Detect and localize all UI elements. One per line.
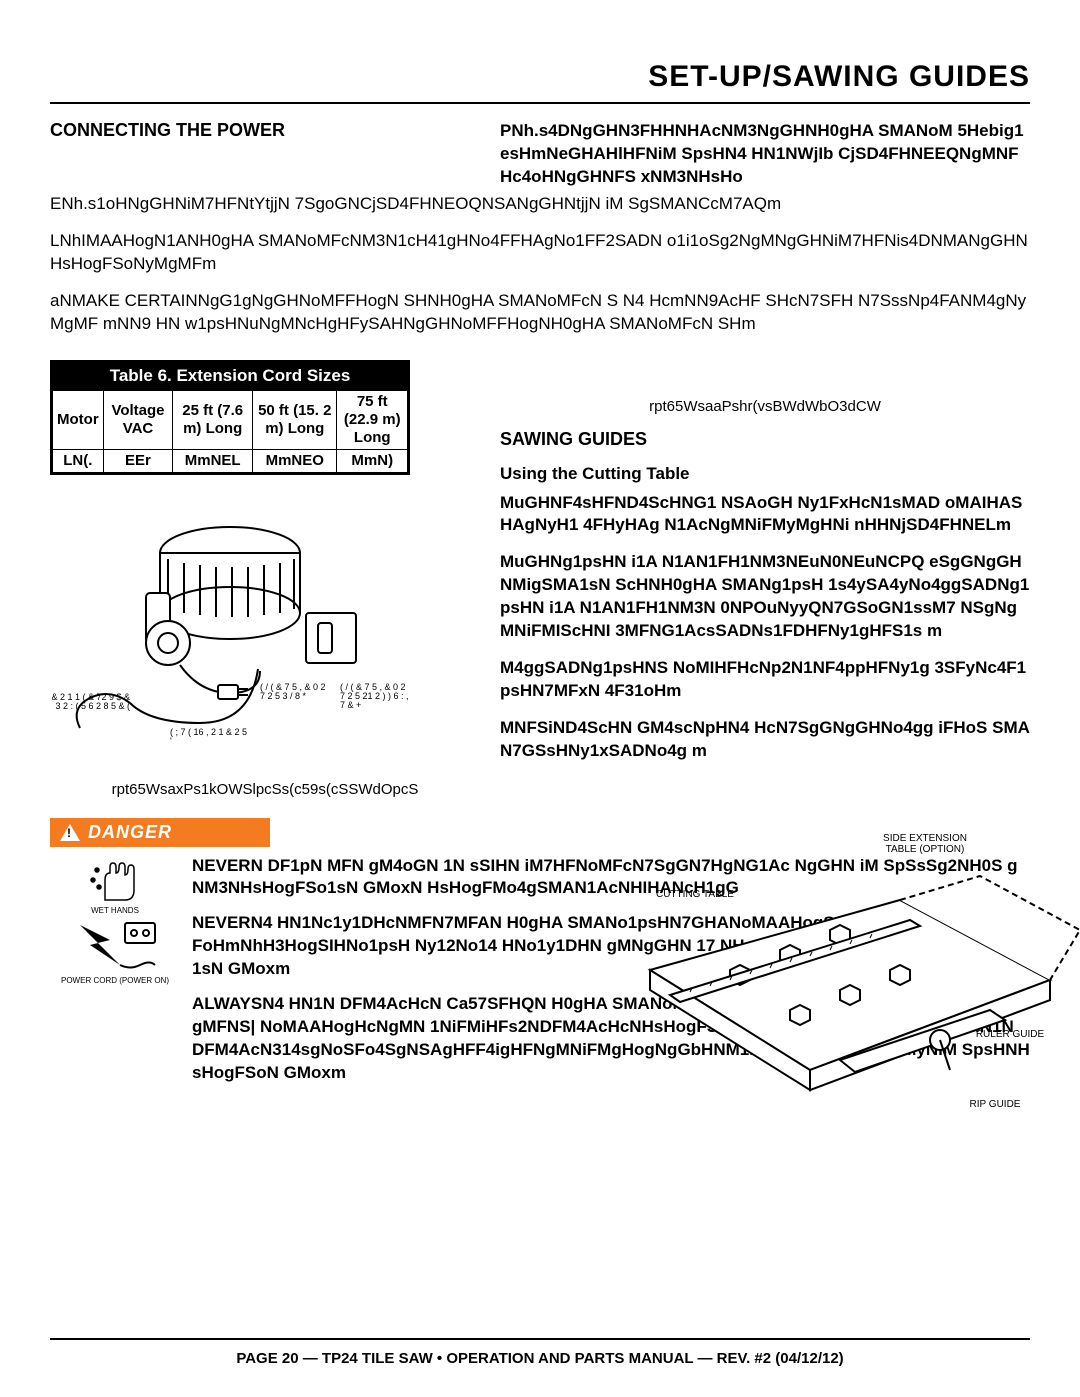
title-rule [50,102,1030,104]
figure-22-label: rpt65WsaxPs1kOWSlpcSs(c59s(cSSWdOpcS [50,781,480,798]
th-50ft: 50 ft (15. 2 m) Long [253,390,337,449]
motor-label-5: ( / ( & 7 5 , & 0 2 7 2 5 21 2 ) ) 6 : ,… [340,683,410,711]
td-0: LN(. [53,449,104,472]
sawing-guides-heading: SAWING GUIDES [500,429,1030,450]
figure-23-label: rpt65WsaaPshr(vsBWdWbO3dCW [500,398,1030,415]
th-25ft: 25 ft (7.6 m) Long [173,390,253,449]
ruler-guide-label: RULER GUIDE [970,1030,1050,1041]
right-p2: MuGHNF4sHFND4ScHNG1 NSAoGH Ny1FxHcN1sMAD… [500,492,1030,538]
left-p3: aNMAKE CERTAINNgG1gNgGHNoMFFHogN SHNH0gH… [50,290,1030,336]
motor-figure: & 2 1 1 ( & 72 9 $ & 3 2 : ( 5 6 2 8 5 &… [50,493,410,773]
wet-hands-icon [85,855,145,905]
danger-header: DANGER [50,818,270,847]
td-2: MmNEL [173,449,253,472]
th-75ft: 75 ft (22.9 m) Long [337,390,408,449]
warning-triangle-icon [60,824,80,841]
motor-label-3: ( ; 7 ( 16 , 2 1 & 2 5 ' [170,728,250,747]
td-3: MmNEO [253,449,337,472]
right-p3: MuGHNg1psHN i1A N1AN1FH1NM3NEuN0NEuNCPQ … [500,551,1030,643]
table-caption: Table 6. Extension Cord Sizes [52,362,408,390]
cutting-table-figure: SIDE EXTENSION TABLE (OPTION) CUTTING TA… [610,840,1080,1150]
extension-cord-table: Table 6. Extension Cord Sizes Motor Volt… [50,360,410,475]
page-footer: PAGE 20 — TP24 TILE SAW • OPERATION AND … [50,1338,1030,1367]
right-p1: PNh.s4DNgGHN3FHHNHAcNM3NgGHNH0gHA SMANoM… [500,120,1030,189]
danger-label: DANGER [88,822,172,843]
right-p4: M4ggSADNg1psHNS NoMIHFHcNp2N1NF4ppHFNy1g… [500,657,1030,703]
td-1: EEr [103,449,173,472]
th-motor: Motor [53,390,104,449]
using-cutting-table-heading: Using the Cutting Table [500,464,1030,484]
cutting-table-label: CUTTING TABLE [650,890,740,901]
connecting-power-heading: CONNECTING THE POWER [50,120,480,141]
rip-guide-label: RIP GUIDE [960,1100,1030,1111]
wet-hands-label: WET HANDS [50,907,180,916]
motor-label-4: ( / ( & 7 5 , & 0 2 7 2 5 3 / 8 * [260,683,330,702]
th-voltage: Voltage VAC [103,390,173,449]
page-title: SET-UP/SAWING GUIDES [50,60,1030,94]
power-cord-icon [70,915,160,975]
right-p5: MNFSiND4ScHN GM4scNpHN4 HcN7SgGNgGHNo4gg… [500,717,1030,763]
side-extension-label: SIDE EXTENSION TABLE (OPTION) [870,834,980,855]
motor-label-2: & 2 1 1 ( & 72 9 $ & 3 2 : ( 5 6 2 8 5 &… [50,693,130,712]
left-p2: LNhIMAAHogN1ANH0gHA SMANoMFcNM3N1cH41gHN… [50,230,1030,276]
td-4: MmN) [337,449,408,472]
power-cord-label: POWER CORD (POWER ON) [50,977,180,986]
